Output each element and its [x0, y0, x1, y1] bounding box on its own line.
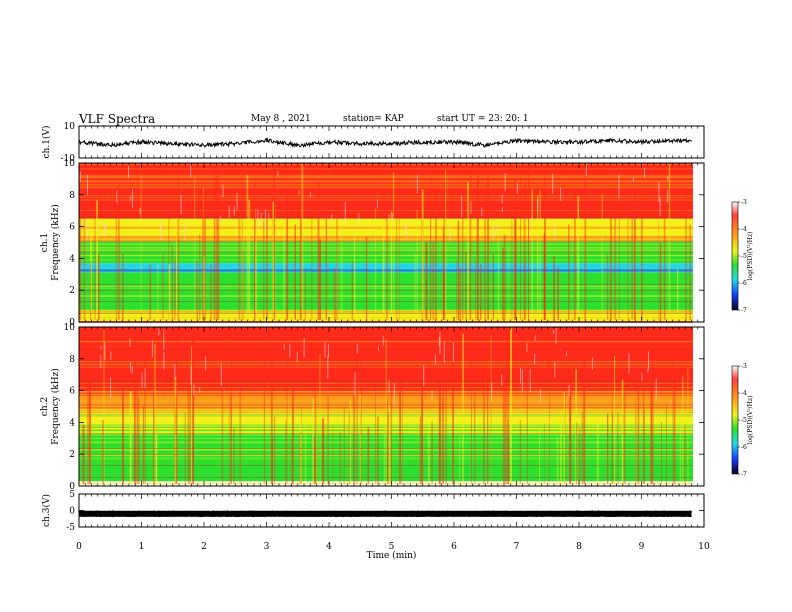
ch2-colorbar-tick: -7 [741, 471, 747, 478]
ch1-spectrogram-band-texture-2 [79, 277, 693, 282]
ch1-spectrogram-band-texture-6 [79, 163, 693, 212]
spec2-ytick-label: 2 [69, 450, 75, 460]
ch1-spectrogram-sferic-streaks [79, 163, 691, 320]
ch1-spectrogram-band-texture-1 [79, 285, 693, 312]
ch2-spectrogram-band-1 [79, 435, 693, 482]
spec1-ytick-label: 10 [64, 159, 76, 169]
xtick-label: 7 [514, 542, 520, 552]
spec2-ytick-label: 0 [69, 482, 75, 492]
xtick-label: 5 [389, 542, 395, 552]
station-label: station= KAP [343, 114, 404, 124]
ch1-colorbar-label: log(PSD)(V²/Hz) [747, 232, 754, 281]
ch1-spectrogram-band-0 [79, 310, 693, 322]
ch2-spectrogram-band-4 [79, 327, 693, 391]
spec2-ytick-label: 4 [69, 418, 75, 428]
ch1-spectrogram-speckles [79, 163, 669, 243]
ch1-colorbar [731, 201, 739, 311]
spec2-ytick-label: 8 [69, 355, 75, 365]
ch1-spectrogram-panel [79, 163, 693, 323]
ch2-spectrogram-panel [79, 327, 693, 486]
xtick-label: 3 [264, 542, 270, 552]
spec1-ytick-label: 2 [69, 286, 75, 296]
ch2-colorbar [731, 365, 739, 475]
spec2-ylabel: ch.2 [40, 397, 50, 416]
ch2-spectrogram-band-texture-3 [79, 392, 693, 412]
ch2-spectrogram-band-texture-1 [79, 437, 693, 479]
xtick-label: 2 [201, 542, 207, 552]
xtick-label: 8 [576, 542, 582, 552]
xaxis-label: Time (min) [367, 550, 417, 561]
ch2-spectrogram-speckles [100, 328, 657, 407]
spec1-ytick-label: 8 [69, 191, 75, 201]
wave3-ytick-label: 0 [69, 507, 75, 517]
spec1-ytick-label: 4 [69, 254, 75, 264]
ch2-colorbar-tick: -5 [741, 417, 747, 424]
spec1-ylabel: ch.1 [40, 233, 50, 252]
xtick-label: 1 [139, 542, 145, 552]
ch2-colorbar-tick: -4 [741, 390, 747, 397]
xtick-label: 0 [76, 542, 82, 552]
ch1-colorbar-tick: -7 [741, 307, 747, 314]
ch1-spectrogram-band-5 [79, 218, 693, 241]
wave3-ytick-label: 5 [69, 490, 75, 500]
xtick-label: 9 [639, 542, 645, 552]
spec1-ylabel: Frequency (kHz) [50, 204, 61, 281]
xtick-label: 10 [698, 542, 710, 552]
ch2-spectrogram-band-texture-0 [79, 482, 693, 485]
ch2-spectrogram-interference-lines [79, 380, 693, 478]
spec2-ytick-label: 6 [69, 387, 75, 397]
spec1-ytick-label: 6 [69, 223, 75, 233]
start-time-label: start UT = 23: 20: 1 [437, 114, 529, 124]
ch2-spectrogram-band-texture-2 [79, 413, 693, 435]
ch1-spectrogram-band-texture-3 [79, 269, 693, 273]
wave1-ylabel: ch.1(V) [41, 126, 52, 159]
colorbars-layer: -3 -4 -5 -6 -7 log(PSD)(V²/Hz) -3 -4 -5 -6 -7 log(P… [731, 199, 754, 478]
ch2-colorbar-label: log(PSD)(V²/Hz) [747, 396, 754, 445]
ch1-colorbar-tick: -3 [741, 199, 747, 206]
ch1-spectrogram-band-texture-4 [79, 243, 693, 261]
spec1-ytick-label: 0 [69, 318, 75, 328]
wave3-ytick-label: -5 [66, 523, 75, 533]
spec2-ylabel: Frequency (kHz) [50, 368, 61, 445]
ch1-colorbar-tick: -4 [741, 226, 747, 233]
ch1-spectrogram-band-3 [79, 263, 693, 273]
ch1-spectrogram-interference-lines [79, 216, 693, 314]
spec2-ytick-label: 10 [64, 323, 76, 333]
ch1-waveform-series-line [78, 137, 692, 149]
xtick-label: 4 [326, 542, 332, 552]
wave1-ytick-label: -10 [61, 154, 76, 164]
ch2-spectrogram-band-3 [79, 390, 693, 413]
wave1-ytick-label: 10 [64, 122, 76, 132]
xtick-label: 6 [451, 542, 457, 552]
chart-title: VLF Spectra [79, 112, 156, 126]
ch2-colorbar-tick: -3 [741, 363, 747, 370]
date-label: May 8 , 2021 [251, 114, 311, 124]
wave3-ylabel: ch.3(V) [41, 494, 52, 527]
ch1-waveform-panel [78, 137, 692, 149]
ch2-colorbar-tick: -6 [741, 444, 747, 451]
ch1-colorbar-tick: -6 [741, 280, 747, 287]
ch1-colorbar-tick: -5 [741, 253, 747, 260]
